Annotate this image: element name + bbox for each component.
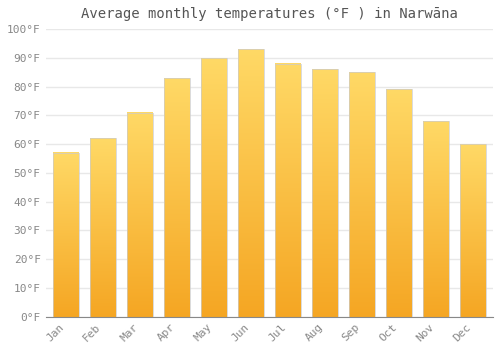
Bar (238, 49, 264, 317)
Title: Average monthly temperatures (°F ) in Narwāna: Average monthly temperatures (°F ) in Na… (81, 7, 458, 21)
Bar (164, 78, 190, 317)
Bar (90, 138, 116, 317)
Bar (386, 90, 411, 317)
Bar (127, 112, 153, 317)
Bar (460, 144, 485, 317)
Bar (53, 153, 79, 317)
Bar (423, 121, 448, 317)
Bar (349, 72, 374, 317)
Bar (201, 58, 227, 317)
Bar (312, 69, 338, 317)
Bar (275, 64, 300, 317)
